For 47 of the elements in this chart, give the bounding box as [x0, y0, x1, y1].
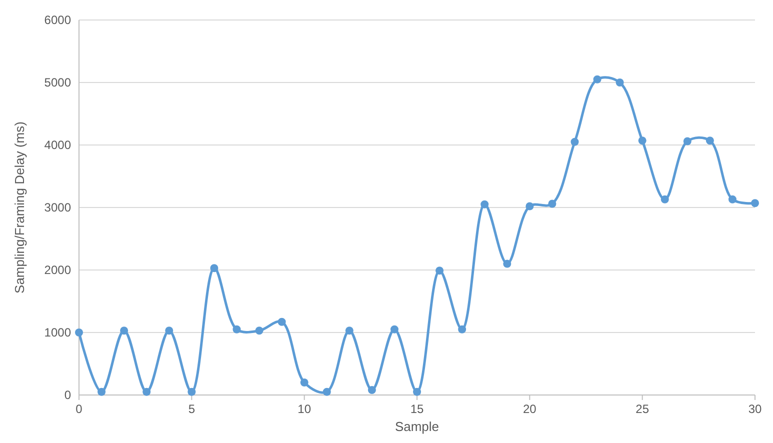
- point: [751, 199, 759, 208]
- point: [638, 136, 646, 145]
- point: [683, 137, 692, 146]
- point: [120, 326, 128, 335]
- x-tick-label: 30: [748, 402, 762, 416]
- point: [480, 200, 489, 208]
- point: [255, 326, 264, 335]
- point: [503, 260, 512, 268]
- x-tick-label: 25: [636, 402, 650, 416]
- y-tick-label: 4000: [44, 138, 72, 152]
- point: [593, 75, 602, 84]
- point: [436, 266, 444, 275]
- point: [660, 195, 669, 204]
- point: [188, 388, 196, 396]
- x-tick-label: 5: [188, 402, 196, 416]
- point: [413, 388, 421, 396]
- point: [75, 328, 83, 336]
- point: [98, 388, 106, 396]
- point: [548, 200, 556, 208]
- y-tick-label: 5000: [44, 76, 72, 90]
- point: [142, 388, 151, 396]
- y-tick-label: 3000: [44, 200, 72, 214]
- x-tick-label: 0: [76, 402, 83, 416]
- point: [458, 325, 466, 334]
- point: [390, 325, 398, 334]
- point: [210, 264, 218, 272]
- point: [165, 326, 174, 335]
- point: [728, 195, 736, 204]
- point: [232, 325, 241, 334]
- point: [570, 138, 579, 146]
- y-tick-label: 6000: [44, 13, 72, 27]
- point: [706, 136, 714, 145]
- x-tick-label: 20: [522, 402, 537, 416]
- point: [278, 318, 286, 326]
- x-tick-label: 10: [298, 402, 312, 416]
- y-tick-label: 0: [64, 388, 72, 402]
- point: [616, 78, 624, 86]
- point: [345, 326, 354, 335]
- point: [300, 378, 308, 386]
- x-tick-label: 15: [410, 402, 424, 416]
- point: [526, 202, 534, 210]
- point: [368, 386, 376, 394]
- y-tick-label: 2000: [44, 263, 72, 277]
- x-axis-title: Sample: [394, 419, 440, 434]
- y-axis-title: Sampling/Framing Delay (ms): [12, 122, 27, 294]
- point: [322, 388, 331, 396]
- y-tick-label: 1000: [44, 326, 72, 340]
